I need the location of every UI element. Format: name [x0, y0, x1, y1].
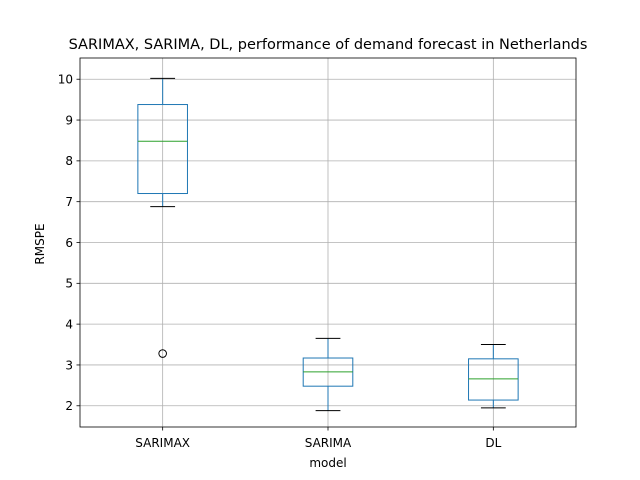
box-series: [137, 77, 519, 412]
y-axis-label: RMSPE: [33, 223, 47, 264]
y-tick-label: 8: [65, 154, 73, 168]
y-tick-label: 7: [65, 195, 73, 209]
x-tick-label: SARIMA: [305, 436, 352, 450]
outlier-point: [158, 349, 167, 358]
y-tick-label: 10: [58, 73, 73, 87]
box-dl: [468, 344, 519, 409]
x-tick-label: SARIMAX: [135, 436, 190, 450]
x-tick-label: DL: [485, 436, 501, 450]
y-tick-label: 3: [65, 358, 73, 372]
box-sarima: [302, 337, 354, 412]
iqr-box: [468, 358, 519, 401]
axis-ticks: 2 3 4 5 6 7 8 9 10 SARIMAX SARIMA DL: [58, 73, 502, 450]
box-sarimax: [137, 77, 188, 358]
y-tick-label: 5: [65, 277, 73, 291]
y-tick-label: 6: [65, 236, 73, 250]
y-tick-label: 2: [65, 399, 73, 413]
y-tick-label: 4: [65, 317, 73, 331]
x-axis-label: model: [309, 456, 346, 470]
y-tick-label: 9: [65, 113, 73, 127]
chart-title: SARIMAX, SARIMA, DL, performance of dema…: [69, 37, 588, 53]
iqr-box: [137, 104, 188, 195]
